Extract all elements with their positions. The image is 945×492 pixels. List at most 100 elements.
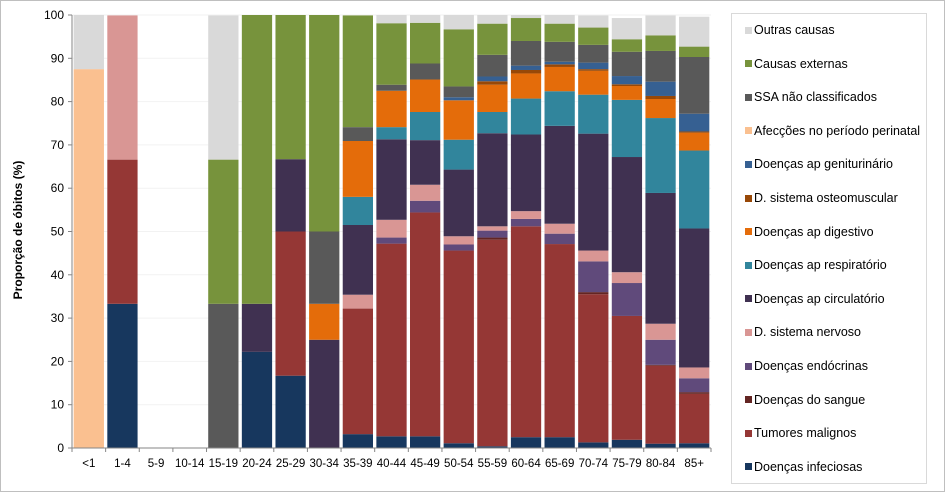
bar-segment-doencas-ap-digestivo bbox=[645, 99, 676, 119]
bar-segment-doencas-ap-geniturinario bbox=[679, 113, 710, 132]
bar-segment-doencas-ap-respiratorio bbox=[477, 111, 508, 134]
legend-item: Doenças ap respiratório bbox=[745, 258, 887, 272]
bar-segment-doencas-ap-digestivo bbox=[510, 73, 542, 99]
axes: 0 10 20 30 40 50 60 70 80 90 100 <1 1-4 5-9 10-14 15-19… bbox=[44, 8, 712, 470]
legend-item: SSA não classificados bbox=[745, 90, 877, 104]
x-tick-label: 1-4 bbox=[114, 458, 131, 470]
legend-label: Tumores malignos bbox=[754, 426, 857, 441]
bar-segment-causas-externas bbox=[208, 159, 239, 304]
legend-swatch bbox=[745, 93, 752, 101]
bar-segment-causas-externas bbox=[342, 15, 373, 128]
bar-segment-d-sistema-osteomuscular bbox=[645, 95, 676, 99]
x-tick-label: 50-54 bbox=[444, 458, 474, 470]
bar-segment-outras-causas bbox=[611, 18, 643, 40]
bar-segment-doencas-ap-respiratorio bbox=[376, 127, 407, 140]
legend-item: Doenças ap digestivo bbox=[745, 225, 874, 239]
bar-segment-doencas-ap-digestivo bbox=[477, 84, 508, 112]
legend-item: Tumores malignos bbox=[745, 426, 856, 440]
legend-swatch bbox=[745, 295, 752, 303]
bar-segment-doencas-infeciosas bbox=[443, 443, 474, 448]
y-axis-label: Proporção de óbitos (%) bbox=[11, 161, 25, 300]
bar-segment-doencas-ap-respiratorio bbox=[510, 98, 542, 135]
legend-item: Causas externas bbox=[745, 57, 848, 71]
bar-segment-causas-externas bbox=[544, 23, 575, 42]
y-tick-label: 50 bbox=[51, 225, 65, 239]
x-tick-label: 45-49 bbox=[410, 458, 439, 470]
legend-item: Doenças endócrinas bbox=[745, 359, 868, 373]
bar-segment-outras-causas bbox=[578, 15, 609, 28]
bar-segment-d-sistema-nervoso bbox=[679, 367, 710, 379]
bar-segment-tumores-malignos bbox=[443, 250, 474, 444]
bar-segment-doencas-infeciosas bbox=[275, 375, 306, 448]
legend-swatch bbox=[745, 127, 752, 135]
legend-item: D. sistema nervoso bbox=[745, 325, 861, 339]
bar-segment-doencas-ap-circulatorio bbox=[410, 140, 441, 185]
bar-segment-d-sistema-nervoso bbox=[510, 211, 542, 219]
bar-segment-ssa-nao-classificados bbox=[611, 51, 643, 77]
bar-segment-doencas-infeciosas bbox=[410, 436, 441, 448]
bar-segment-doencas-do-sangue bbox=[477, 237, 508, 240]
bar-segment-outras-causas bbox=[544, 15, 575, 24]
bar-segment-tumores-malignos bbox=[544, 244, 575, 438]
bar-segment-doencas-ap-respiratorio bbox=[544, 91, 575, 126]
bar-segment-doencas-ap-circulatorio bbox=[241, 303, 273, 352]
y-tick-label: 0 bbox=[57, 441, 64, 455]
legend: Outras causas Causas externas SSA não clas… bbox=[731, 13, 927, 484]
bar-segment-doencas-endocrinas bbox=[477, 230, 508, 238]
bar-segment-doencas-ap-circulatorio bbox=[510, 134, 542, 212]
legend-label: Doenças ap digestivo bbox=[754, 224, 874, 239]
bar-segment-tumores-malignos bbox=[578, 294, 609, 443]
x-tick-label: 75-79 bbox=[612, 458, 641, 470]
bar-segment-tumores-malignos bbox=[611, 315, 643, 440]
bar-segment-d-sistema-osteomuscular bbox=[611, 84, 643, 87]
bar-segment-doencas-ap-geniturinario bbox=[544, 61, 575, 65]
bar-segment-d-sistema-nervoso bbox=[477, 226, 508, 231]
x-tick-label: 15-19 bbox=[209, 458, 238, 470]
bar-segment-doencas-infeciosas bbox=[477, 446, 508, 448]
bar-segment-d-sistema-osteomuscular bbox=[510, 69, 542, 74]
bar-segment-doencas-endocrinas bbox=[376, 237, 407, 244]
bar-segment-causas-externas bbox=[510, 18, 542, 41]
legend-item: Doenças do sangue bbox=[745, 393, 865, 407]
legend-item: Doenças ap geniturinário bbox=[745, 157, 893, 171]
bar-segment-ssa-nao-classificados bbox=[208, 303, 239, 448]
legend-swatch bbox=[745, 160, 752, 168]
bar-segment-doencas-ap-circulatorio bbox=[477, 133, 508, 227]
legend-swatch bbox=[745, 228, 752, 236]
bar-segment-d-sistema-nervoso bbox=[376, 219, 407, 238]
x-tick-label: 35-39 bbox=[343, 458, 372, 470]
bar-segment-causas-externas bbox=[376, 23, 407, 85]
x-tick-label: 55-59 bbox=[478, 458, 507, 470]
bar-segment-doencas-ap-digestivo bbox=[443, 100, 474, 140]
bar-segment-ssa-nao-classificados bbox=[544, 41, 575, 62]
bar-segment-doencas-ap-geniturinario bbox=[578, 62, 609, 70]
bar-segment-d-sistema-osteomuscular bbox=[679, 131, 710, 133]
bar-segment-doencas-endocrinas bbox=[510, 218, 542, 227]
bar-segment-d-sistema-osteomuscular bbox=[477, 81, 508, 85]
bar-segment-doencas-ap-circulatorio bbox=[544, 125, 575, 224]
bar-segment-ssa-nao-classificados bbox=[309, 231, 340, 304]
bar-segment-ssa-nao-classificados bbox=[443, 86, 474, 98]
bar-segment-tumores-malignos bbox=[342, 308, 373, 435]
x-tick-label: 5-9 bbox=[148, 458, 165, 470]
bar-segment-doencas-do-sangue bbox=[578, 292, 609, 295]
bar-segment-doencas-ap-respiratorio bbox=[443, 139, 474, 170]
bar-segment-doencas-infeciosas bbox=[241, 351, 273, 448]
bar-segment-outras-causas bbox=[645, 15, 676, 36]
bar-segment-doencas-ap-digestivo bbox=[679, 132, 710, 151]
legend-label: SSA não classificados bbox=[754, 90, 877, 105]
bar-segment-d-sistema-nervoso bbox=[645, 323, 676, 340]
bar-segment-doencas-ap-digestivo bbox=[376, 90, 407, 128]
x-tick-label: 10-14 bbox=[175, 458, 205, 470]
bar-segment-d-sistema-nervoso bbox=[342, 294, 373, 309]
x-tick-label: 60-64 bbox=[511, 458, 541, 470]
bar-segment-d-sistema-osteomuscular bbox=[544, 64, 575, 67]
bar-segment-d-sistema-nervoso bbox=[544, 223, 575, 234]
legend-swatch bbox=[745, 362, 752, 370]
y-tick-label: 20 bbox=[51, 354, 65, 368]
bar-segment-doencas-ap-circulatorio bbox=[611, 157, 643, 273]
bar-segment-d-sistema-osteomuscular bbox=[578, 69, 609, 71]
bar-segment-doencas-ap-digestivo bbox=[342, 141, 373, 197]
legend-label: Doenças ap circulatório bbox=[754, 291, 885, 306]
bar-segment-causas-externas bbox=[309, 15, 340, 232]
